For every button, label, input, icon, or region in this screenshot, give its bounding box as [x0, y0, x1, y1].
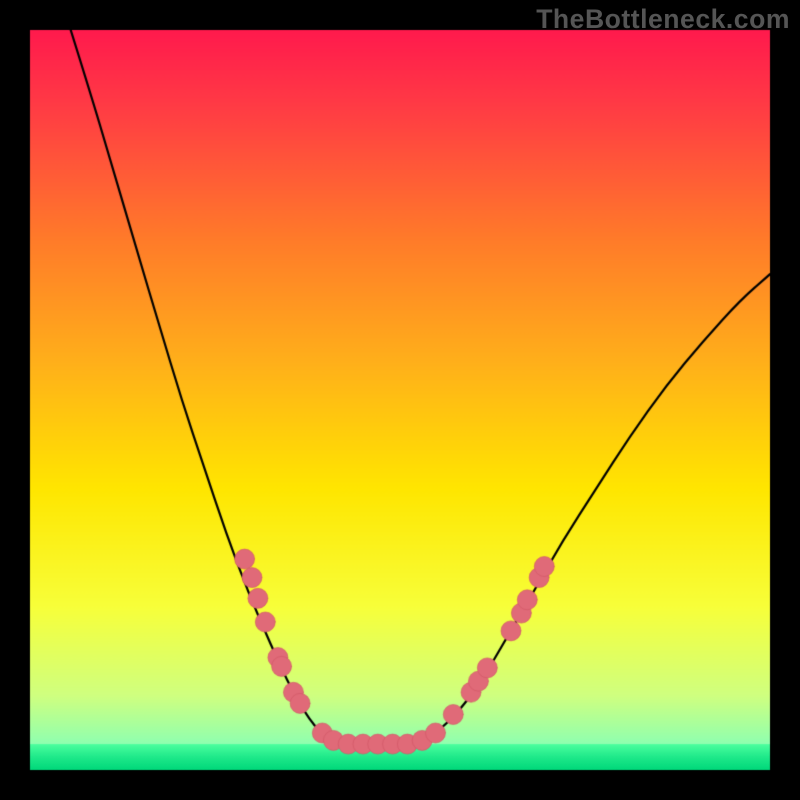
chart-container: TheBottleneck.com: [0, 0, 800, 800]
watermark-text: TheBottleneck.com: [536, 4, 790, 35]
bottleneck-v-curve-chart: [0, 0, 800, 800]
